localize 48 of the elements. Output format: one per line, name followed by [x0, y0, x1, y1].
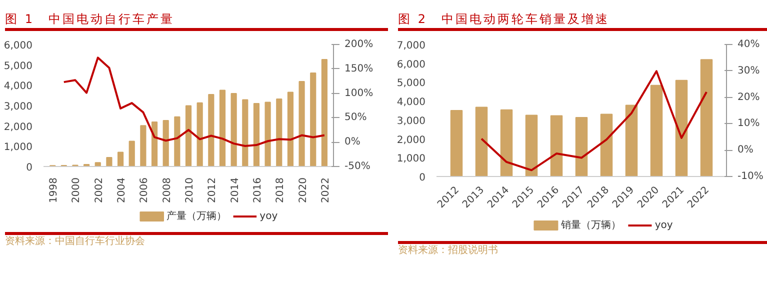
legend-label: yoy [260, 211, 278, 222]
y2-tick-label: -10% [738, 171, 764, 182]
y-tick-label: 3,000 [4, 102, 33, 112]
y-tick-label: 7,000 [396, 40, 426, 52]
y2-tick-label: 150% [344, 63, 374, 74]
y-tick-label: 6,000 [4, 40, 33, 52]
legend-label: 产量（万辆） [166, 210, 227, 222]
chart-title: 图 2 中国电动两轮车销量及增速 [398, 11, 610, 28]
y-tick-label: 0 [26, 162, 33, 174]
x-tick-label: 2006 [139, 177, 150, 203]
y-tick-label: 2,000 [4, 122, 33, 133]
text: 资料来源：中国自行车行业协会 [5, 235, 145, 249]
x-tick-label: 2000 [71, 177, 82, 203]
x-tick-label: 2020 [298, 177, 309, 203]
y-tick-label: 2,000 [396, 134, 426, 146]
x-tick-label: 2012 [207, 177, 218, 203]
legend-label: yoy [654, 220, 673, 231]
y-tick-label: 1,000 [4, 142, 33, 154]
x-tick-label: 2004 [116, 177, 128, 203]
x-tick-label: 2022 [320, 177, 332, 203]
x-tick-label: 2010 [184, 177, 196, 203]
y2-tick-label: 30% [738, 65, 760, 76]
y-tick-label: 6,000 [396, 59, 426, 70]
text: 资料来源：招股说明书 [398, 244, 498, 258]
y2-tick-label: 100% [344, 88, 374, 99]
x-tick-label: 2002 [94, 177, 105, 203]
y2-tick-label: 10% [738, 118, 760, 130]
y2-tick-label: 0% [344, 136, 360, 148]
y2-tick-label: 40% [738, 39, 760, 50]
x-tick-label: 1998 [48, 177, 60, 203]
y2-tick-label: -50% [344, 161, 370, 172]
x-tick-label: 2016 [252, 177, 264, 203]
y2-tick-label: 0% [738, 144, 754, 156]
legend-label: 销量（万辆） [560, 219, 621, 231]
y2-tick-label: 20% [738, 92, 760, 103]
chart-title: 图 1 中国电动自行车产量 [5, 11, 174, 28]
y2-tick-label: 200% [344, 39, 374, 50]
y2-tick-label: 50% [344, 112, 367, 124]
y-tick-label: 4,000 [396, 97, 426, 108]
y-tick-label: 5,000 [4, 60, 33, 72]
x-tick-label: 2008 [162, 177, 173, 203]
x-tick-label: 2018 [275, 177, 286, 203]
y-tick-label: 1,000 [396, 154, 426, 165]
y-tick-label: 0 [419, 172, 426, 184]
y-tick-label: 5,000 [396, 78, 426, 90]
y-tick-label: 4,000 [4, 81, 33, 92]
y-tick-label: 3,000 [396, 116, 426, 127]
x-tick-label: 2014 [230, 177, 241, 203]
